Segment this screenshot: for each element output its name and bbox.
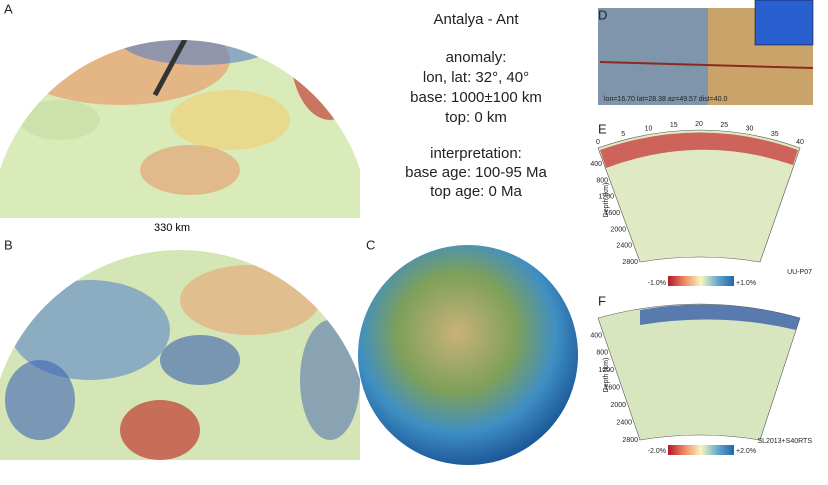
top-tick-label: 35 xyxy=(771,131,779,138)
inset xyxy=(754,0,814,46)
section-f xyxy=(597,303,801,441)
top-tick-label: 30 xyxy=(746,125,754,132)
panel-label: E xyxy=(598,121,607,136)
depth-tick-label: 2400 xyxy=(616,419,632,426)
depth-tick-label: 400 xyxy=(590,161,602,168)
section-e xyxy=(597,129,801,263)
depth-tick-label: 1200 xyxy=(598,194,614,201)
top-tick-label: 20 xyxy=(695,121,703,128)
colorbar-e xyxy=(668,276,734,286)
top-age: top age: 0 Ma xyxy=(430,183,522,200)
interpretation-heading: interpretation: xyxy=(430,145,522,162)
panel-label: A xyxy=(4,1,13,16)
scale-max: +2.0% xyxy=(736,448,756,455)
map-b xyxy=(0,250,360,460)
depth-tick-label: 1200 xyxy=(598,367,614,374)
section-caption: lon=16.70 lat=28.38 az=49.57 dist=40.0 xyxy=(604,96,727,103)
depth-tick-label: 2800 xyxy=(622,437,638,444)
panel-label: D xyxy=(598,7,607,22)
panel-label: F xyxy=(598,293,606,308)
depth-tick-label: 800 xyxy=(596,350,608,357)
scale-label: 330 km xyxy=(154,222,190,234)
top-tick-label: 25 xyxy=(720,122,728,129)
colorbar-f xyxy=(668,445,734,455)
scale-min: -2.0% xyxy=(648,448,666,455)
depth-label: Depth (km) xyxy=(603,183,610,218)
panel-label: B xyxy=(4,237,13,252)
map-a xyxy=(0,40,370,218)
depth-tick-label: 1600 xyxy=(604,210,620,217)
scale-min: -1.0% xyxy=(648,280,666,287)
model-name: SL2013+S40RTS xyxy=(757,438,812,445)
top-tick-label: 10 xyxy=(645,125,653,132)
sea xyxy=(598,8,708,105)
top-tick-label: 15 xyxy=(670,122,678,129)
profile-line xyxy=(599,61,814,69)
depth-tick-label: 2000 xyxy=(610,226,626,233)
globe xyxy=(358,245,578,465)
depth-tick-label: 800 xyxy=(596,177,608,184)
scale-max: +1.0% xyxy=(736,280,756,287)
depth-tick-label: 2400 xyxy=(616,243,632,250)
anomaly-lonlat: lon, lat: 32°, 40° xyxy=(423,69,529,86)
anomaly-e xyxy=(600,132,798,168)
depth-tick-label: 2000 xyxy=(610,402,626,409)
depth-tick-label: 2800 xyxy=(622,259,638,266)
depth-tick-label: 400 xyxy=(590,332,602,339)
depth-label: Depth (km) xyxy=(603,358,610,393)
panel-label: C xyxy=(366,237,375,252)
anomaly-base: base: 1000±100 km xyxy=(410,89,542,106)
depth-tick-label: 1600 xyxy=(604,385,620,392)
title: Antalya - Ant xyxy=(433,11,519,28)
anomaly-f xyxy=(640,304,800,330)
top-tick-label: 5 xyxy=(621,131,625,138)
base-age: base age: 100-95 Ma xyxy=(405,164,547,181)
top-tick-label: 0 xyxy=(596,139,600,146)
anomaly-top: top: 0 km xyxy=(445,109,507,126)
top-tick-label: 40 xyxy=(796,139,804,146)
model-name: UU-P07 xyxy=(787,269,812,276)
anomaly-heading: anomaly: xyxy=(446,49,507,66)
